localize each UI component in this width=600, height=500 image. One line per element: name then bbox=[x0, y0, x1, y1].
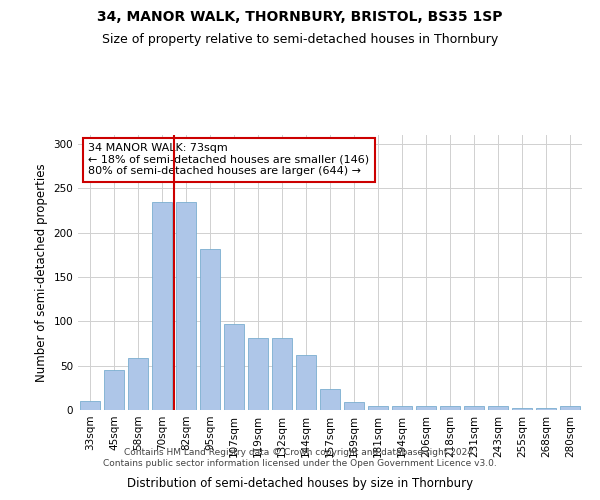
Bar bbox=[296, 355, 316, 410]
Bar bbox=[224, 324, 244, 410]
Bar bbox=[152, 202, 172, 410]
Bar bbox=[536, 408, 556, 410]
Bar bbox=[344, 402, 364, 410]
Bar bbox=[560, 406, 580, 410]
Bar bbox=[248, 338, 268, 410]
Text: Distribution of semi-detached houses by size in Thornbury: Distribution of semi-detached houses by … bbox=[127, 477, 473, 490]
Bar bbox=[368, 406, 388, 410]
Y-axis label: Number of semi-detached properties: Number of semi-detached properties bbox=[35, 163, 48, 382]
Bar bbox=[320, 388, 340, 410]
Bar bbox=[80, 401, 100, 410]
Bar bbox=[416, 406, 436, 410]
Bar bbox=[488, 406, 508, 410]
Bar bbox=[176, 202, 196, 410]
Bar bbox=[200, 250, 220, 410]
Text: Size of property relative to semi-detached houses in Thornbury: Size of property relative to semi-detach… bbox=[102, 32, 498, 46]
Bar bbox=[440, 406, 460, 410]
Text: 34 MANOR WALK: 73sqm
← 18% of semi-detached houses are smaller (146)
80% of semi: 34 MANOR WALK: 73sqm ← 18% of semi-detac… bbox=[88, 143, 369, 176]
Text: Contains HM Land Registry data © Crown copyright and database right 2024.
Contai: Contains HM Land Registry data © Crown c… bbox=[103, 448, 497, 468]
Bar bbox=[272, 338, 292, 410]
Bar bbox=[104, 370, 124, 410]
Bar bbox=[464, 406, 484, 410]
Bar bbox=[128, 358, 148, 410]
Text: 34, MANOR WALK, THORNBURY, BRISTOL, BS35 1SP: 34, MANOR WALK, THORNBURY, BRISTOL, BS35… bbox=[97, 10, 503, 24]
Bar bbox=[392, 406, 412, 410]
Bar bbox=[512, 408, 532, 410]
